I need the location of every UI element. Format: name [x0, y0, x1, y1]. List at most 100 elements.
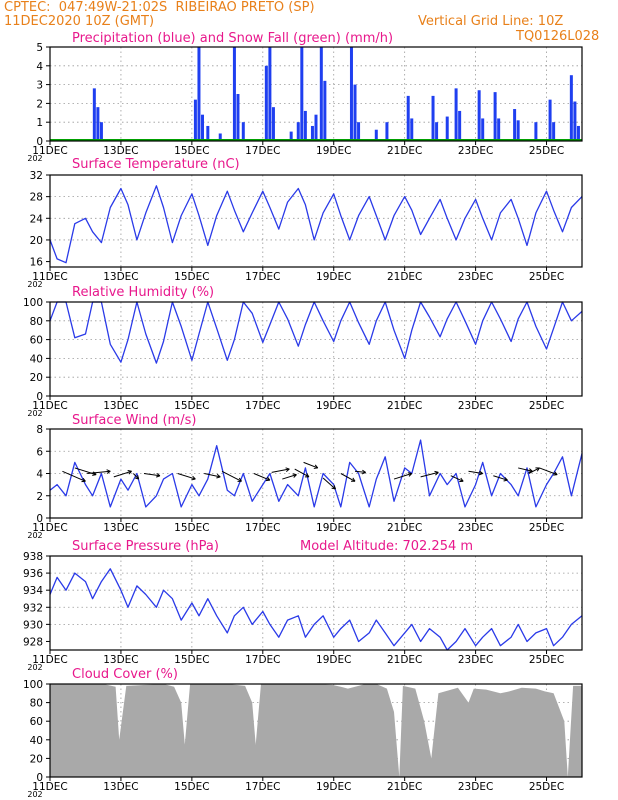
wind-vector-head: [331, 485, 336, 490]
temp-xtick-label: 17DEC: [245, 271, 280, 283]
precip-bar: [410, 118, 414, 141]
precip-xtick-label: 21DEC: [387, 145, 422, 157]
temp-year-stub: 202: [27, 280, 42, 289]
wind-vector-head: [478, 470, 483, 476]
wind-vector: [322, 477, 336, 490]
wind-vector: [528, 467, 540, 474]
precip-bar: [374, 129, 378, 141]
precip-xtick-label: 23DEC: [458, 145, 493, 157]
precip-xtick-label: 13DEC: [103, 145, 138, 157]
rh-xtick-label: 19DEC: [316, 400, 351, 412]
cloud-ytick-label: 0: [36, 772, 43, 784]
rh-xtick-label: 25DEC: [529, 400, 564, 412]
wind-vector: [62, 470, 86, 482]
cloud-xtick-label: 23DEC: [458, 781, 493, 793]
wind-vector-head: [503, 476, 508, 482]
wind-series-line: [49, 439, 583, 508]
wind-ytick-label: 2: [36, 491, 43, 503]
wind-vector: [303, 461, 318, 469]
precip-xtick-label: 15DEC: [174, 145, 209, 157]
pressure-ytick-label: 932: [23, 602, 43, 614]
pressure-xtick-label: 17DEC: [245, 654, 280, 666]
temp-title: Surface Temperature (nC): [72, 157, 240, 172]
model-code: TQ0126L028: [516, 29, 600, 44]
wind-vector: [282, 474, 297, 480]
wind-vector: [420, 471, 439, 478]
wind-vector: [221, 470, 242, 482]
precip-bar: [534, 122, 538, 141]
cloud-ytick-label: 100: [23, 679, 43, 691]
wind-xtick-label: 23DEC: [458, 522, 493, 534]
wind-vector-head: [265, 476, 271, 482]
precip-bar: [406, 95, 410, 141]
temp-xtick-label: 25DEC: [529, 271, 564, 283]
precip-year-stub: 202: [27, 154, 42, 163]
cloud-ytick-label: 80: [30, 698, 43, 710]
precip-bar: [323, 80, 327, 141]
temp-ytick-label: 16: [30, 257, 44, 269]
precip-bar: [296, 122, 300, 141]
temp-xtick-label: 15DEC: [174, 271, 209, 283]
model-altitude-note: Model Altitude: 702.254 m: [300, 539, 473, 554]
rh-xtick-label: 23DEC: [458, 400, 493, 412]
precip-ytick-label: 2: [36, 98, 43, 110]
temp-xtick-label: 21DEC: [387, 271, 422, 283]
precip-bar: [576, 125, 580, 141]
wind-xtick-label: 19DEC: [316, 522, 351, 534]
wind-xtick-label: 13DEC: [103, 522, 138, 534]
wind-xtick-label: 15DEC: [174, 522, 209, 534]
wind-xtick-label: 17DEC: [245, 522, 280, 534]
precip-xtick-label: 11DEC: [32, 145, 67, 157]
wind-ytick-label: 6: [36, 446, 43, 458]
precip-bar: [569, 75, 573, 141]
precip-ytick-label: 5: [36, 42, 43, 54]
pressure-xtick-label: 11DEC: [32, 654, 67, 666]
precip-bar: [454, 88, 458, 141]
wind-vector-head: [106, 469, 111, 474]
pressure-ytick-label: 938: [23, 551, 43, 563]
pressure-xtick-label: 15DEC: [174, 654, 209, 666]
wind-xtick-label: 11DEC: [32, 522, 67, 534]
wind-vector: [113, 470, 132, 478]
wind-vector-head: [285, 467, 290, 472]
grid-note: Vertical Grid Line: 10Z: [418, 14, 564, 29]
precip-bar: [435, 122, 439, 141]
temp-frame: [49, 174, 583, 268]
precip-bar: [236, 94, 240, 141]
wind-vector: [253, 473, 271, 481]
precip-bar: [481, 118, 485, 141]
wind-vector: [539, 467, 558, 476]
wind-vector: [493, 475, 508, 481]
precip-bar: [264, 65, 268, 141]
pressure-title: Surface Pressure (hPa): [72, 539, 219, 554]
temp-xtick-label: 19DEC: [316, 271, 351, 283]
station-header: CPTEC: 047:49W-21:02S RIBEIRAO PRETO (SP…: [4, 0, 315, 15]
precip-bar: [445, 116, 449, 141]
precip-bar: [431, 95, 435, 141]
temp-xtick-label: 11DEC: [32, 271, 67, 283]
wind-vector: [204, 473, 221, 478]
pressure-ytick-label: 928: [23, 636, 43, 648]
temp-ytick-label: 20: [30, 235, 43, 247]
temp-xtick-label: 23DEC: [458, 271, 493, 283]
wind-vector: [294, 468, 310, 478]
rh-ytick-label: 80: [30, 316, 43, 328]
wind-ytick-label: 8: [36, 424, 43, 436]
cloud-ytick-label: 40: [30, 735, 43, 747]
wind-vector: [468, 470, 483, 474]
precip-bar: [241, 122, 245, 141]
wind-vector: [518, 467, 533, 472]
rh-ytick-label: 40: [30, 353, 43, 365]
precip-bar: [458, 110, 462, 141]
rh-series-line: [49, 301, 583, 364]
wind-vector: [177, 473, 196, 480]
wind-vector: [393, 473, 412, 480]
wind-vector-head: [304, 473, 310, 478]
precip-bar: [573, 101, 577, 141]
precip-bar: [493, 92, 497, 141]
precip-bar: [314, 114, 318, 141]
cloud-xtick-label: 15DEC: [174, 781, 209, 793]
wind-title: Surface Wind (m/s): [72, 413, 196, 428]
wind-year-stub: 202: [27, 531, 42, 540]
